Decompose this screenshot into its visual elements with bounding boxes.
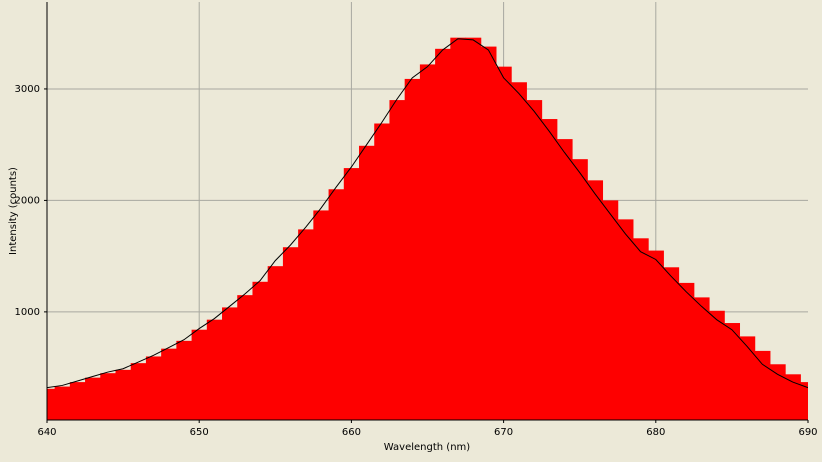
bar xyxy=(435,48,451,420)
y-tick-label: 2000 xyxy=(15,195,40,206)
x-tick-label: 690 xyxy=(798,427,817,438)
bar xyxy=(572,159,588,420)
bar xyxy=(404,78,421,420)
bar xyxy=(556,139,573,420)
y-axis-label: Intensity (counts) xyxy=(8,167,19,255)
bar xyxy=(100,373,116,420)
bar xyxy=(298,229,314,420)
bar xyxy=(724,323,741,420)
x-tick-label: 640 xyxy=(37,427,56,438)
bar xyxy=(648,250,664,420)
bar xyxy=(678,282,695,420)
bar xyxy=(769,364,786,420)
bar xyxy=(252,281,269,420)
y-tick-label: 1000 xyxy=(15,307,40,318)
bar xyxy=(511,82,527,420)
bar xyxy=(313,210,330,420)
bar xyxy=(69,382,86,420)
bar xyxy=(785,374,801,420)
bar xyxy=(176,340,193,420)
bar xyxy=(587,180,604,420)
bar xyxy=(389,100,406,420)
bar xyxy=(206,319,223,420)
bar xyxy=(145,356,162,420)
bar xyxy=(495,66,512,420)
bar xyxy=(526,100,543,420)
bar xyxy=(632,238,649,420)
bar xyxy=(222,307,238,420)
bar xyxy=(343,168,360,420)
bar xyxy=(85,377,101,420)
bar xyxy=(541,119,558,420)
bar xyxy=(465,37,482,420)
plot-area xyxy=(47,37,808,420)
x-tick-label: 660 xyxy=(342,427,361,438)
bar xyxy=(693,297,710,420)
bar xyxy=(709,310,725,420)
bar xyxy=(602,200,619,420)
bar xyxy=(54,386,71,420)
line xyxy=(47,38,808,389)
bar xyxy=(161,348,177,420)
bar xyxy=(419,64,436,420)
bar xyxy=(267,266,284,420)
bar xyxy=(328,189,345,420)
y-tick-label: 3000 xyxy=(15,84,40,95)
bar xyxy=(115,369,132,420)
x-tick-label: 680 xyxy=(646,427,665,438)
bar xyxy=(359,145,375,420)
x-axis-label: Wavelength (nm) xyxy=(384,442,470,453)
bar xyxy=(663,267,680,420)
bar xyxy=(237,295,253,420)
bar xyxy=(800,382,808,420)
x-tick-label: 670 xyxy=(494,427,513,438)
bar xyxy=(191,329,208,420)
bar xyxy=(130,363,147,420)
bar xyxy=(754,350,771,420)
bar xyxy=(374,123,390,420)
x-tick-label: 650 xyxy=(190,427,209,438)
bar xyxy=(282,247,299,420)
bar xyxy=(739,336,756,420)
bar xyxy=(617,219,634,420)
bar xyxy=(47,388,56,420)
bar xyxy=(480,46,497,420)
bar xyxy=(450,37,467,420)
